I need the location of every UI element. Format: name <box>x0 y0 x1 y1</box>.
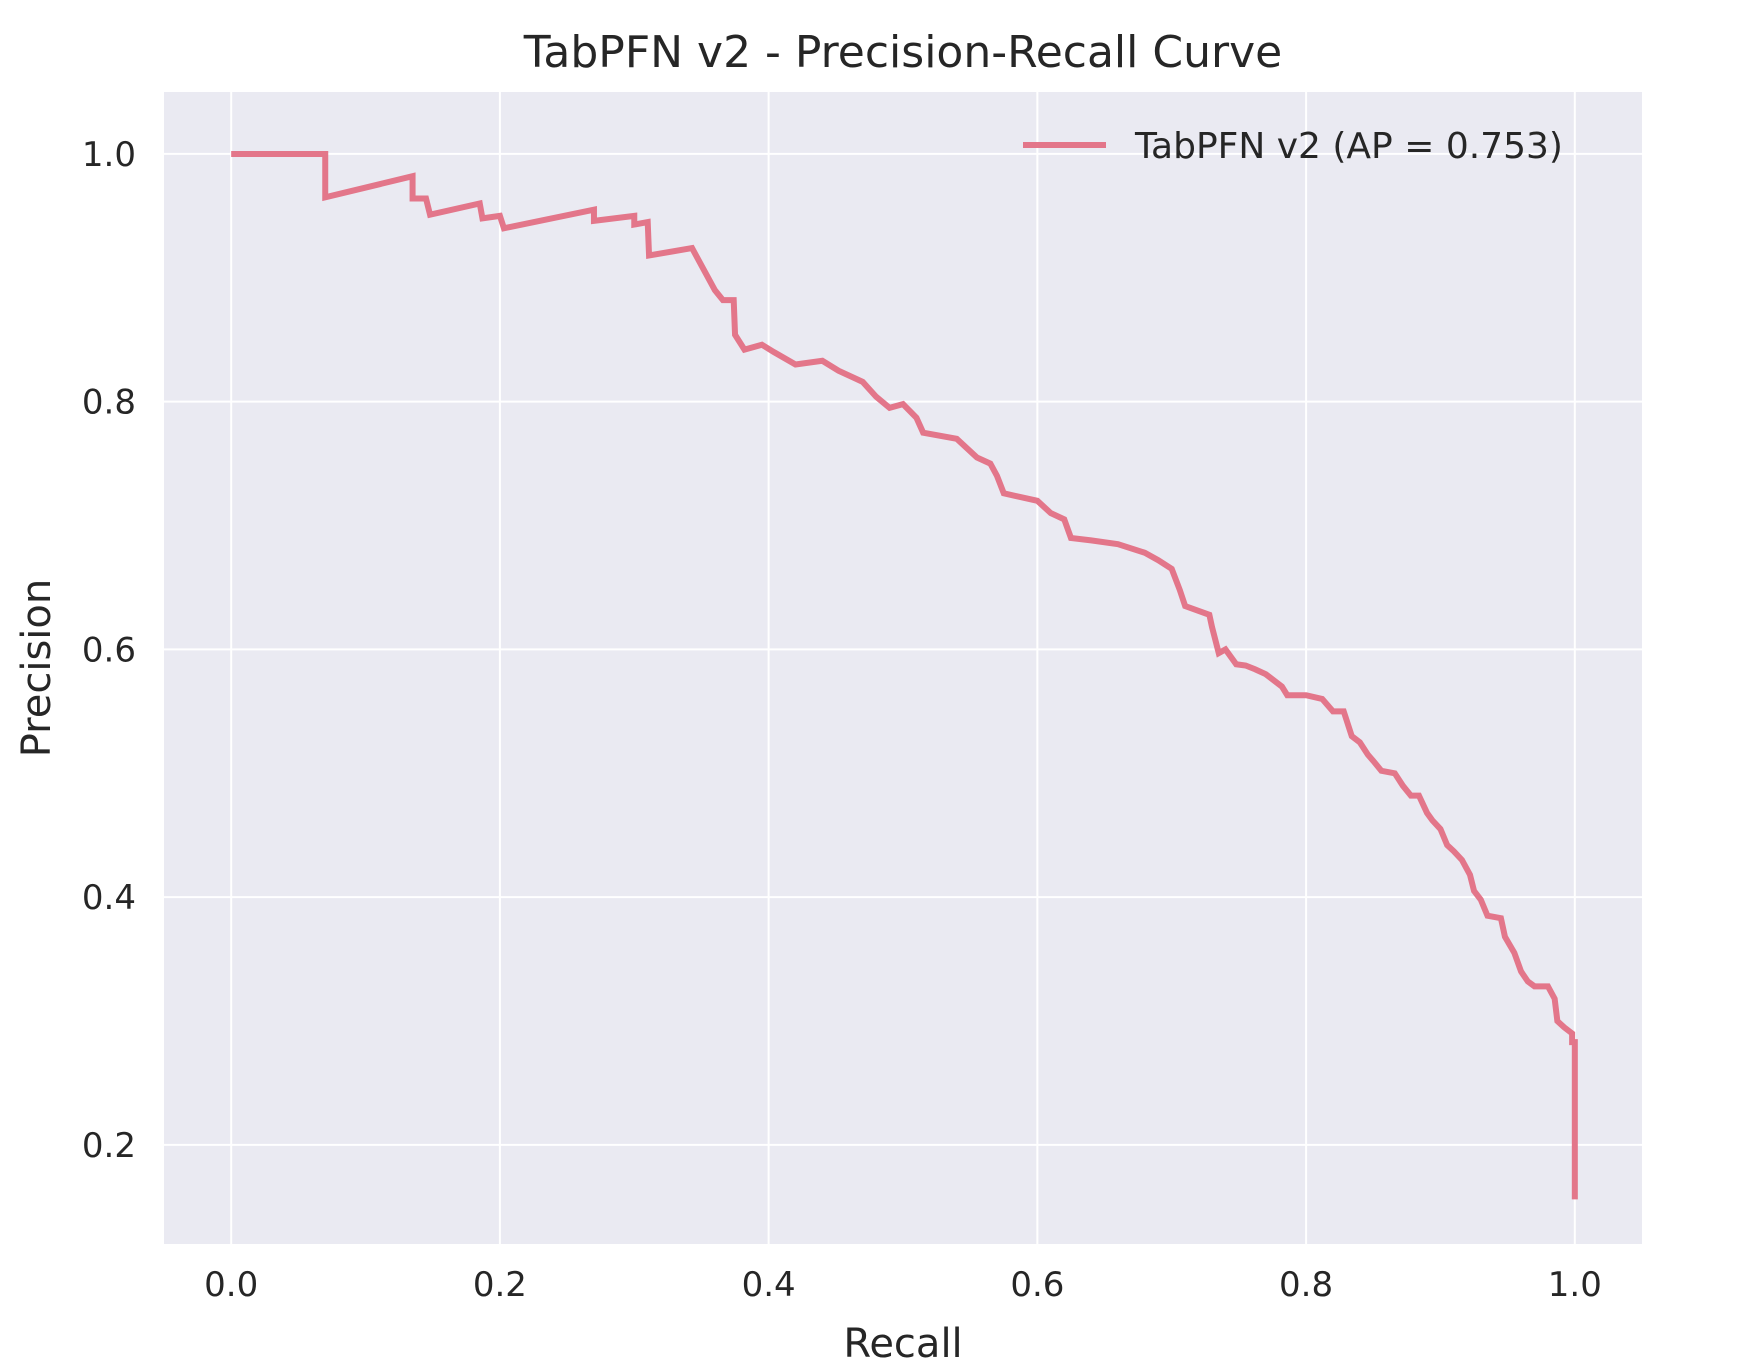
tick-labels: 0.0 0.2 0.4 0.6 0.8 1.0 0.2 0.4 0.6 0.8 1.0 <box>82 135 1602 1305</box>
x-tick-label: 1.0 <box>1548 1265 1602 1305</box>
series-line-0 <box>231 150 1578 1200</box>
x-tick-label: 0.8 <box>1279 1265 1333 1305</box>
x-tick-label: 0.2 <box>473 1265 527 1305</box>
y-tick-label: 0.2 <box>82 1126 136 1166</box>
y-axis-label: Precision <box>14 579 60 757</box>
plot-background <box>164 92 1642 1244</box>
series-layer <box>231 150 1578 1200</box>
legend: TabPFN v2 (AP = 0.753) <box>1023 126 1563 167</box>
x-tick-label: 0.0 <box>204 1265 258 1305</box>
chart-title: TabPFN v2 - Precision-Recall Curve <box>523 27 1282 78</box>
legend-series-label: TabPFN v2 (AP = 0.753) <box>1134 126 1563 167</box>
y-tick-label: 0.8 <box>82 383 136 423</box>
grid-lines <box>164 92 1642 1244</box>
x-tick-label: 0.4 <box>742 1265 796 1305</box>
y-tick-label: 0.6 <box>82 630 136 670</box>
x-tick-label: 0.6 <box>1010 1265 1064 1305</box>
x-axis-label: Recall <box>843 1321 962 1366</box>
y-tick-label: 0.4 <box>82 878 136 918</box>
y-tick-label: 1.0 <box>82 135 136 175</box>
